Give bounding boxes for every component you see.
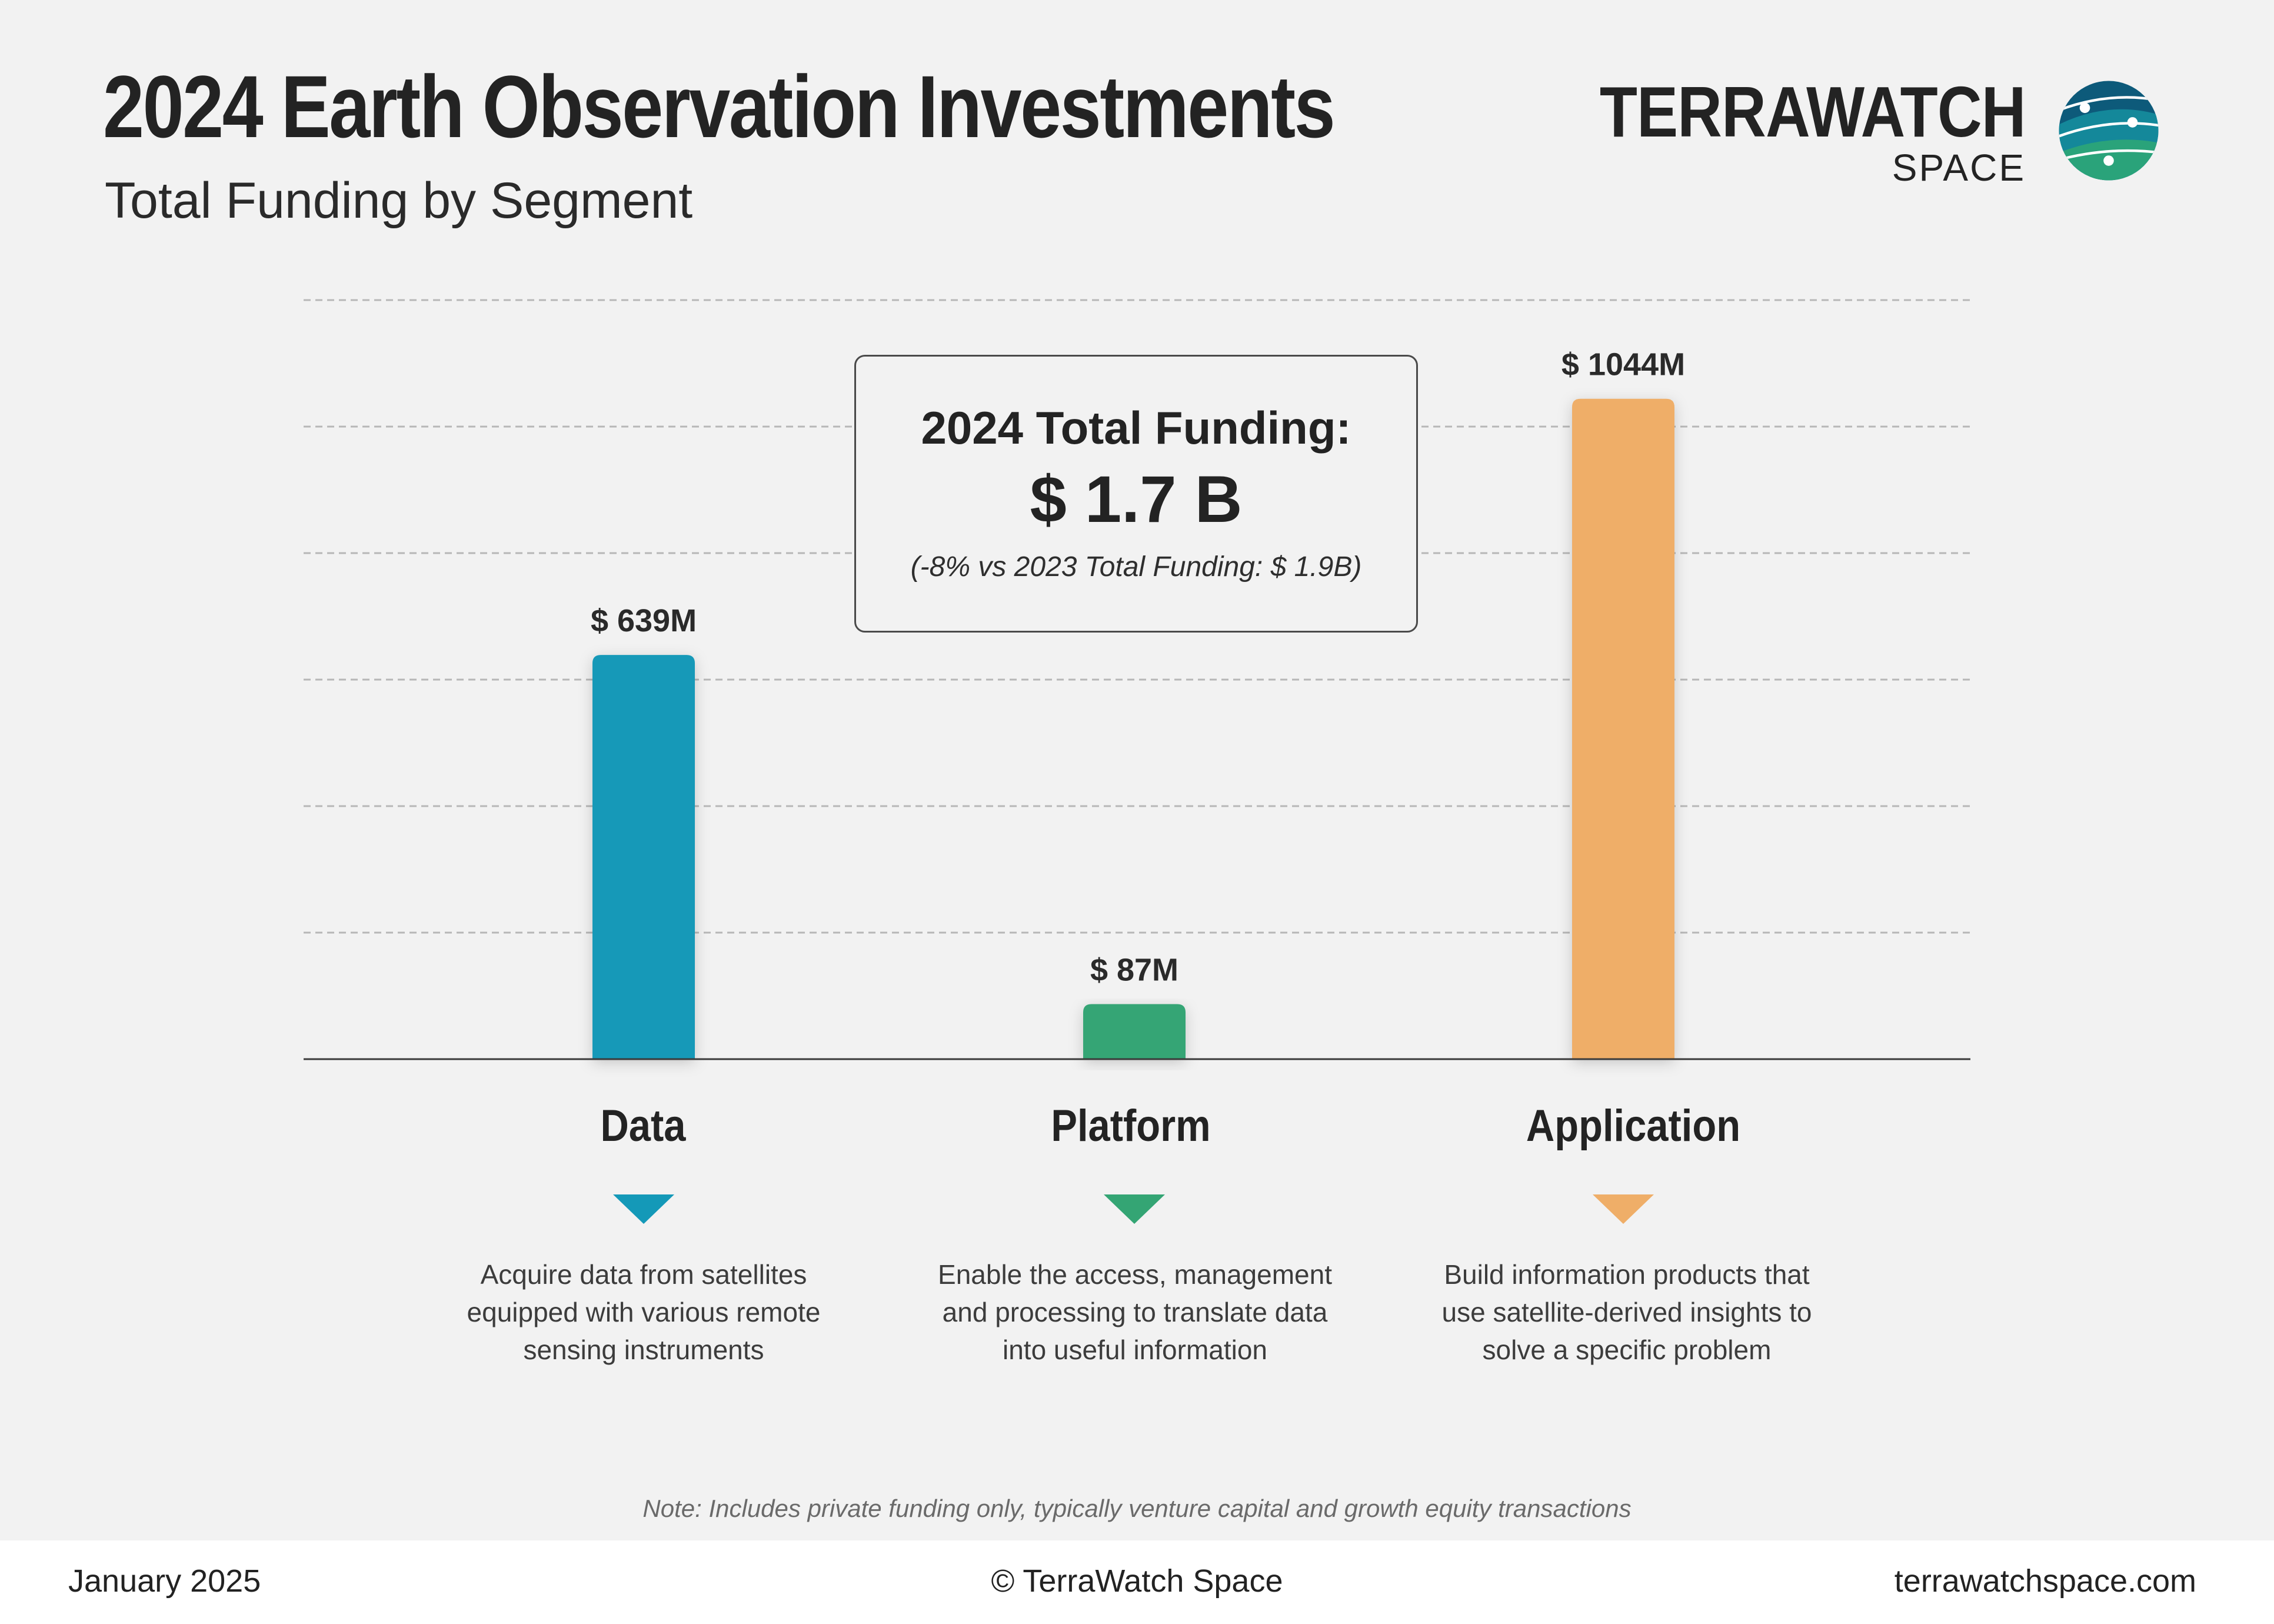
page-subtitle: Total Funding by Segment <box>105 172 693 229</box>
bar-application <box>1572 398 1674 1060</box>
bar-platform <box>1083 1004 1186 1059</box>
footer-website[interactable]: terrawatchspace.com <box>1894 1563 2196 1599</box>
description-data: Acquire data from satellites equipped wi… <box>467 1259 821 1365</box>
callout-note: (-8% vs 2023 Total Funding: $ 1.9B) <box>910 551 1362 583</box>
brand-sub: SPACE <box>1892 147 2026 189</box>
value-label-application: $ 1044M <box>1561 347 1685 382</box>
footer: January 2025 © TerraWatch Space terrawat… <box>0 1540 2274 1624</box>
globe-icon <box>2059 81 2159 181</box>
down-triangle-icon <box>1593 1194 1654 1224</box>
down-triangle-icon <box>1104 1194 1165 1224</box>
value-label-data: $ 639M <box>591 603 697 638</box>
value-label-platform: $ 87M <box>1090 952 1178 987</box>
total-funding-callout: 2024 Total Funding: $ 1.7 B (-8% vs 2023… <box>854 355 1418 633</box>
category-label-platform: Platform <box>1051 1101 1211 1151</box>
callout-value: $ 1.7 B <box>1030 462 1243 536</box>
description-platform: Enable the access, management and proces… <box>938 1259 1332 1365</box>
page-title: 2024 Earth Observation Investments <box>103 57 1336 156</box>
footer-date: January 2025 <box>68 1563 261 1599</box>
down-triangle-icon <box>613 1194 674 1224</box>
brand-name: TERRAWATCH <box>1600 72 2026 152</box>
description-application: Build information products that use sate… <box>1441 1259 1812 1365</box>
category-label-data: Data <box>600 1101 686 1151</box>
bar-data <box>592 655 695 1059</box>
footnote: Note: Includes private funding only, typ… <box>642 1495 1632 1522</box>
callout-title: 2024 Total Funding: <box>921 402 1351 454</box>
category-label-application: Application <box>1526 1101 1741 1151</box>
footer-copyright: © TerraWatch Space <box>991 1563 1283 1599</box>
